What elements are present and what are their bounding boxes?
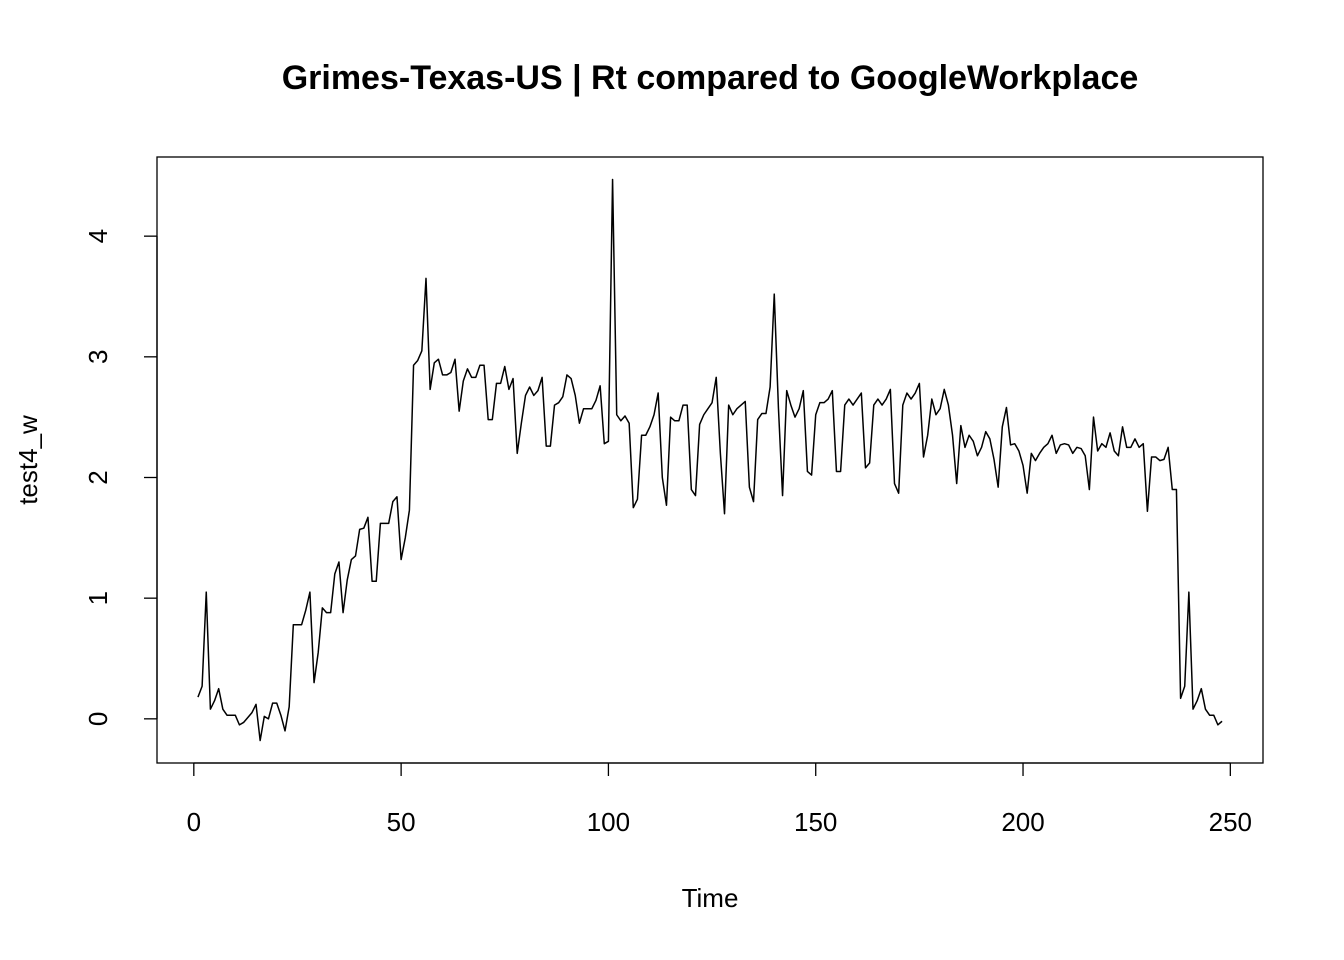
x-tick-label: 250 [1209,807,1252,837]
series-line [197,178,1223,742]
y-tick-label: 0 [83,712,113,726]
x-tick-label: 0 [187,807,201,837]
y-axis-label: test4_w [13,415,43,505]
x-tick-label: 100 [587,807,630,837]
y-tick-label: 1 [83,591,113,605]
x-tick-label: 50 [387,807,416,837]
x-tick-label: 150 [794,807,837,837]
chart-title: Grimes-Texas-US | Rt compared to GoogleW… [282,59,1139,97]
y-tick-label: 3 [83,350,113,364]
y-tick-label: 4 [83,229,113,243]
x-axis-label: Time [682,883,739,913]
plot-frame [156,156,1264,764]
y-tick-label: 2 [83,470,113,484]
x-tick-label: 200 [1001,807,1044,837]
